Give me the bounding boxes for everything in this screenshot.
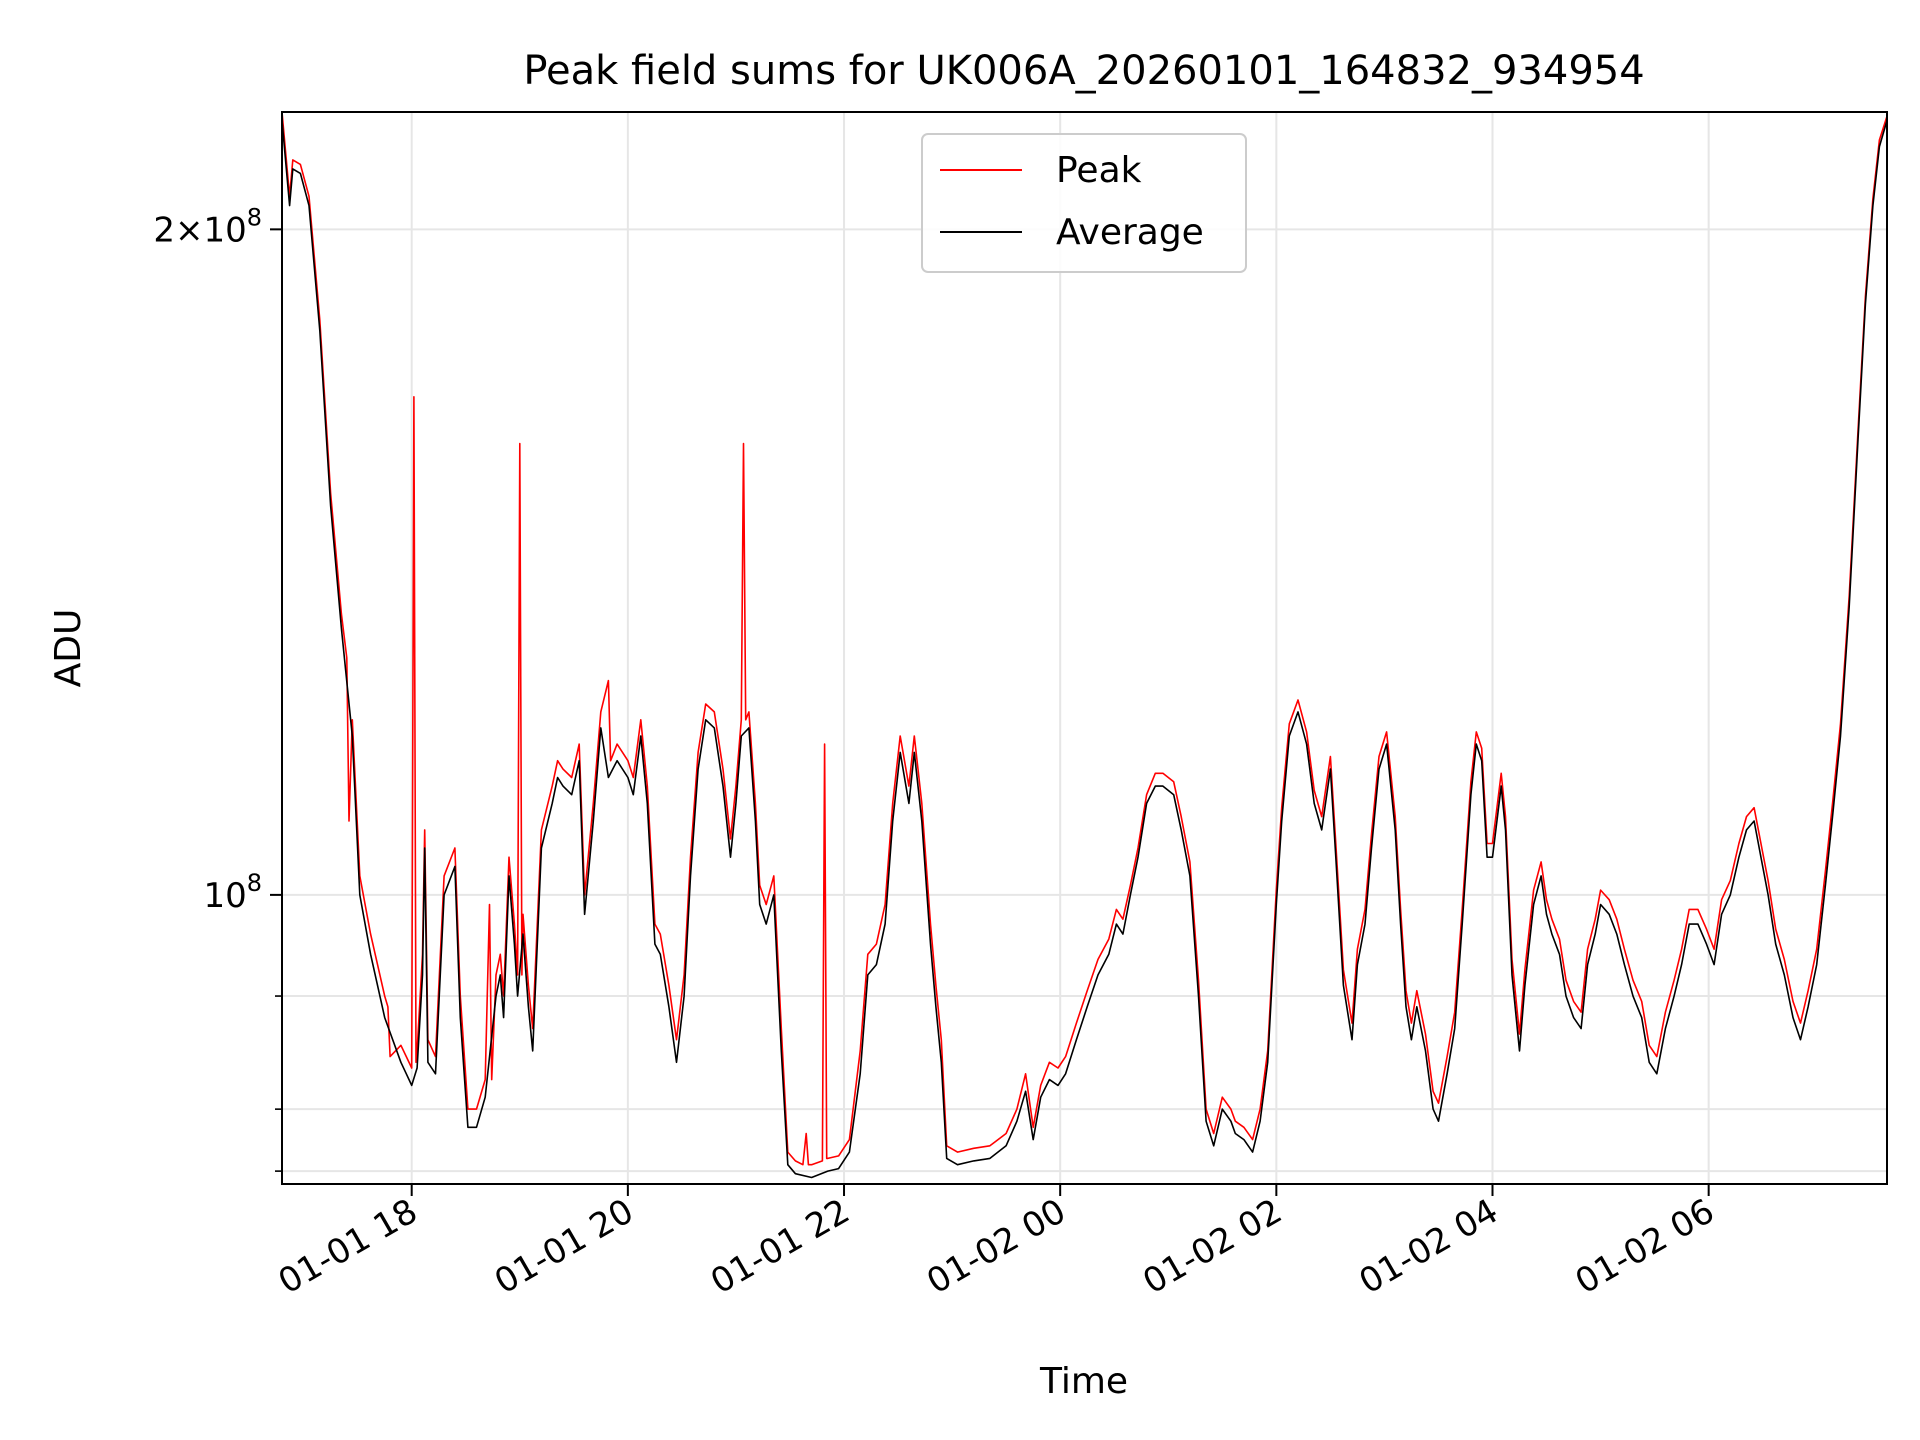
legend-peak-label: Peak [1056,150,1142,191]
legend-box [921,133,1247,273]
series-line-peak [281,111,1888,1166]
y-tick-label: 2×108 [153,203,262,250]
series-line-average [281,120,1888,1179]
y-axis-label: ADU [48,609,89,688]
legend-average-label: Average [1056,212,1204,253]
plot-frame [281,111,1888,1185]
legend: Peak Average [921,133,1247,273]
grid-lines [282,112,1887,1184]
chart-title: Peak field sums for UK006A_20260101_1648… [523,48,1644,94]
series-layer [281,111,1888,1179]
x-axis-label: Time [1039,1361,1128,1402]
y-tick-label: 108 [203,869,262,916]
